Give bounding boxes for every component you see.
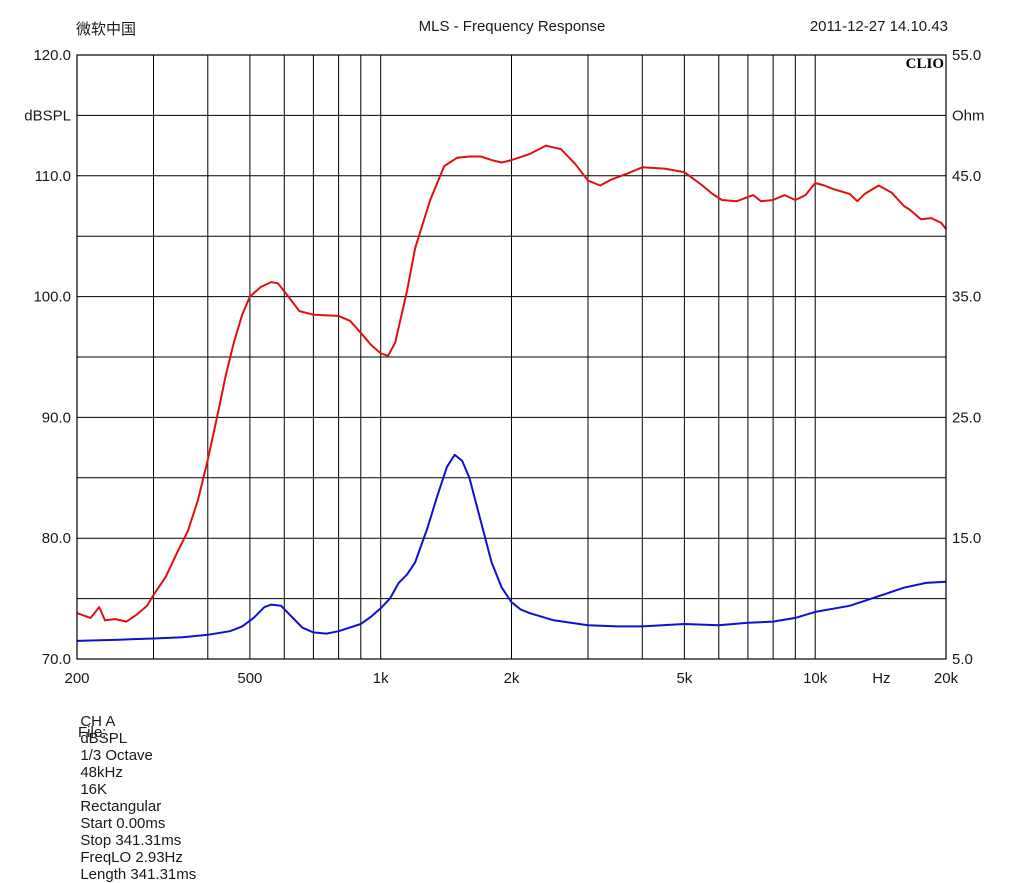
y-left-unit-label: dBSPL: [24, 107, 71, 124]
y-left-tick-label: 120.0: [33, 47, 71, 64]
plot-frame: [76, 54, 947, 660]
frequency-response-chart: 120.0 110.0 100.0 90.0 80.0 70.0 55.0 45.0 35.0 2…: [24, 47, 984, 687]
impedance-line: [76, 453, 947, 642]
clio-brand-logo: CLIO: [906, 56, 944, 72]
footer-item: Length 341.31ms: [80, 866, 197, 883]
footer-item: CH A: [80, 713, 116, 730]
spl-response-line: [76, 144, 947, 623]
y-right-tick-label: 45.0: [952, 168, 981, 185]
y-left-tick-label: 90.0: [42, 409, 71, 426]
header-left-text: 微软中国: [76, 21, 137, 38]
footer-item: dBSPL: [80, 730, 128, 747]
x-tick-label: 10k: [803, 670, 828, 687]
y-left-tick-label: 80.0: [42, 530, 71, 547]
x-tick-label: 20k: [934, 670, 959, 687]
axis-labels: 120.0 110.0 100.0 90.0 80.0 70.0 55.0 45.0 35.0 2…: [24, 47, 984, 687]
y-left-tick-label: 70.0: [42, 651, 71, 668]
x-tick-label: 2k: [504, 670, 520, 687]
chart-title: MLS - Frequency Response: [418, 18, 606, 35]
footer-item: FreqLO 2.93Hz: [80, 849, 183, 866]
y-right-tick-label: 35.0: [952, 289, 981, 306]
y-right-tick-label: 55.0: [952, 47, 981, 64]
chart-grid: [77, 55, 946, 659]
chart-curves: [76, 144, 947, 642]
x-tick-label: 1k: [373, 670, 389, 687]
y-right-tick-label: 5.0: [952, 651, 973, 668]
footer-item: Stop 341.31ms: [80, 832, 182, 849]
x-tick-label: 5k: [676, 670, 692, 687]
y-left-tick-label: 110.0: [35, 168, 71, 185]
x-tick-label: 200: [64, 670, 89, 687]
x-unit-label: Hz: [872, 670, 890, 687]
footer-item: 16K: [80, 781, 108, 798]
header-datetime: 2011-12-27 14.10.43: [809, 18, 948, 35]
y-left-tick-label: 100.0: [33, 289, 71, 306]
footer-item: 1/3 Octave: [80, 747, 153, 764]
file-label: File:: [78, 724, 107, 741]
y-right-unit-label: Ohm: [952, 107, 985, 124]
x-tick-label: 500: [237, 670, 262, 687]
y-right-tick-label: 15.0: [952, 530, 981, 547]
y-right-tick-label: 25.0: [952, 409, 981, 426]
footer-item: Start 0.00ms: [80, 815, 166, 832]
footer-item: Rectangular: [80, 798, 162, 815]
footer-item: 48kHz: [80, 764, 123, 781]
